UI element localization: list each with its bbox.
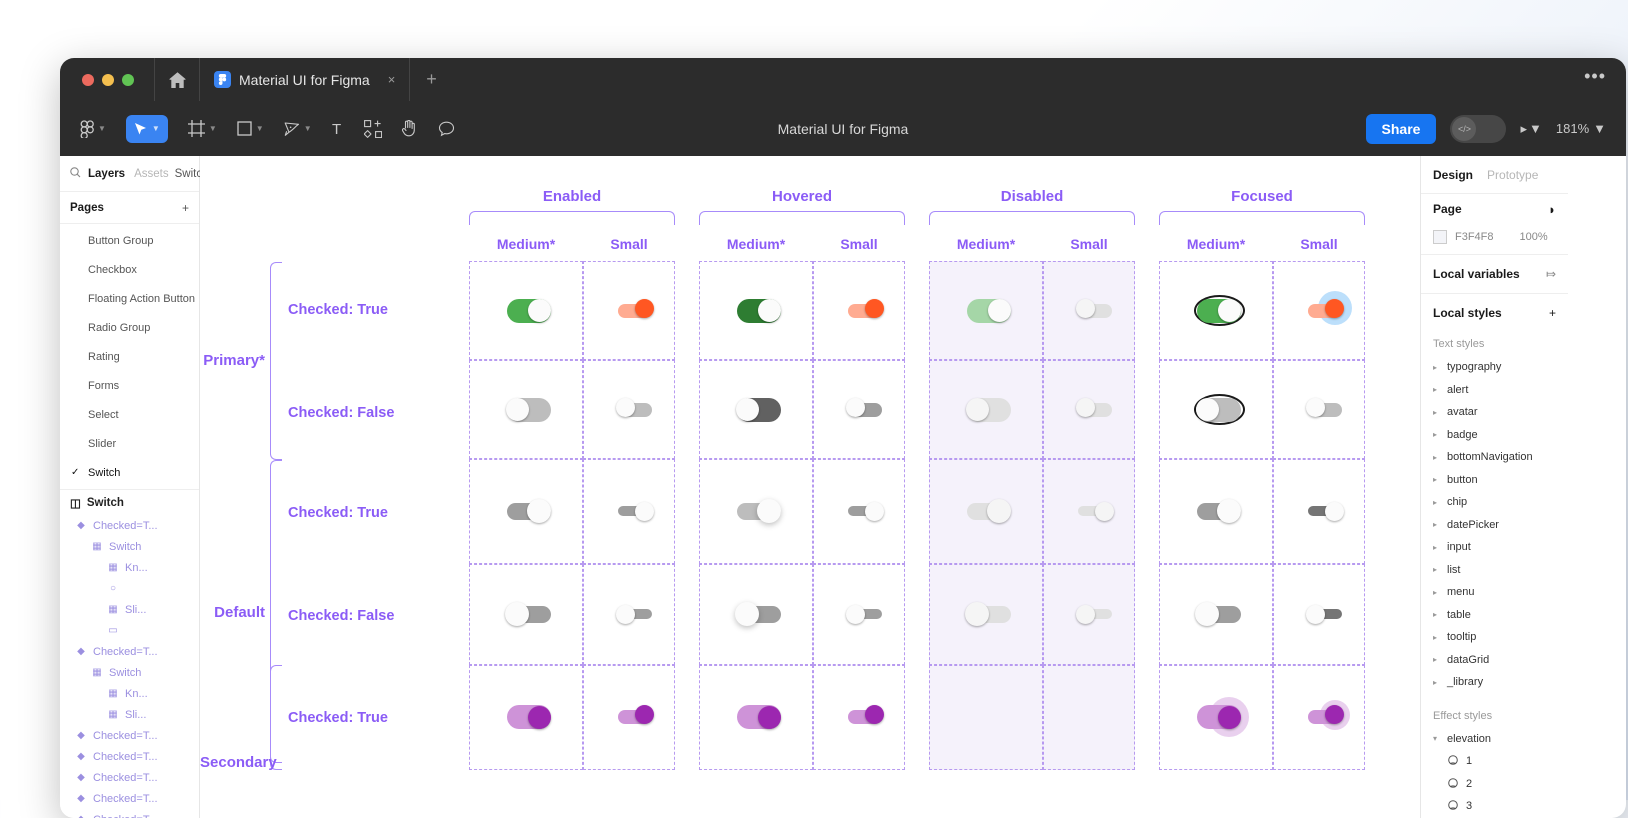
svg-text:T: T — [332, 121, 341, 137]
